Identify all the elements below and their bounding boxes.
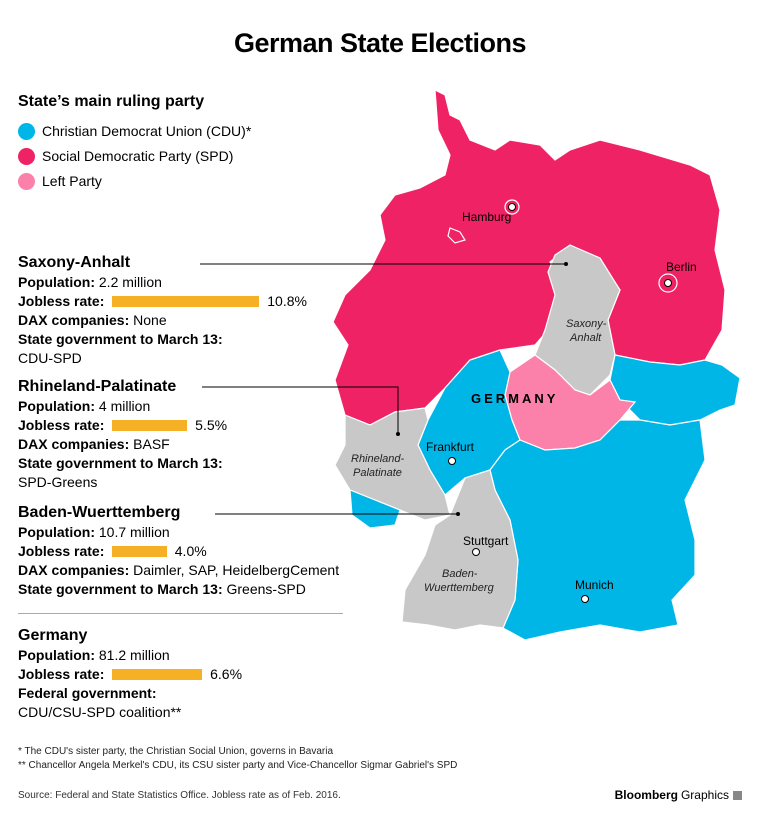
hamburg-marker [508, 203, 516, 211]
gov-value: CDU-SPD [18, 350, 82, 366]
footnote-2: ** Chancellor Angela Merkel's CDU, its C… [18, 760, 458, 771]
brand-light: Graphics [680, 788, 729, 802]
source-note: Source: Federal and State Statistics Off… [18, 790, 341, 801]
gov-value: CDU/CSU-SPD coalition** [18, 704, 182, 720]
population-value: 10.7 million [98, 524, 170, 540]
state-name: Baden-Wuerttemberg [18, 504, 181, 521]
jobless-value: 10.8% [267, 293, 307, 309]
leader-saxony-anhalt-dot [564, 262, 568, 266]
stuttgart-marker [472, 548, 480, 556]
leader-baden-wuerttemberg-dot [456, 512, 460, 516]
gov-value: Greens-SPD [226, 581, 306, 597]
jobless-label: Jobless rate: [18, 417, 105, 433]
country-label: GERMANY [471, 391, 558, 406]
frankfurt-marker [448, 457, 456, 465]
city-label-berlin: Berlin [666, 260, 697, 274]
baden-wuerttemberg-shape [401, 469, 519, 631]
jobless-value: 5.5% [195, 417, 228, 433]
legend-item-spd: Social Democratic Party (SPD) [18, 146, 233, 166]
legend-label-spd: Social Democratic Party (SPD) [42, 148, 234, 164]
footnote-1: * The CDU's sister party, the Christian … [18, 746, 334, 757]
state-label-rhineland-2: Palatinate [353, 467, 402, 479]
state-label-baden-1: Baden- [442, 568, 478, 580]
state-block-baden-wuerttemberg: Baden-Wuerttemberg Population: 10.7 mill… [18, 503, 339, 599]
population-value: 2.2 million [98, 274, 162, 290]
jobless-value: 6.6% [210, 666, 243, 682]
population-label: Population: [18, 274, 95, 290]
brand-logo: Bloomberg Graphics [615, 788, 742, 802]
saarland-shape [349, 489, 401, 529]
dax-value: BASF [133, 436, 170, 452]
brand-square-icon [733, 790, 742, 800]
jobless-label: Jobless rate: [18, 293, 105, 309]
saxony-shape [609, 354, 741, 426]
population-label: Population: [18, 524, 95, 540]
state-label-baden-2: Wuerttemberg [424, 582, 495, 594]
legend-item-left: Left Party [18, 171, 102, 191]
spd-swatch [18, 147, 35, 165]
state-label-rhineland-1: Rhineland- [351, 453, 405, 465]
dax-label: DAX companies: [18, 562, 130, 578]
jobless-bar [112, 546, 167, 557]
gov-label: State government to March 13: [18, 455, 223, 471]
population-label: Population: [18, 647, 95, 663]
jobless-bar [112, 669, 203, 680]
jobless-label: Jobless rate: [18, 543, 105, 559]
state-label-saxony-anhalt-2: Anhalt [569, 332, 602, 344]
left-swatch [18, 172, 35, 190]
legend-title: State’s main ruling party [18, 93, 205, 110]
munich-marker [581, 595, 589, 603]
city-label-hamburg: Hamburg [462, 210, 511, 224]
country-block-germany: Germany Population: 81.2 million Jobless… [18, 626, 242, 722]
page-title: German State Elections [233, 28, 527, 58]
legend-label-left: Left Party [42, 173, 102, 189]
dax-value: None [133, 312, 167, 328]
country-name: Germany [18, 627, 88, 644]
population-value: 4 million [98, 398, 151, 414]
gov-label: State government to March 13: [18, 331, 223, 347]
city-label-munich: Munich [575, 578, 614, 592]
bavaria-shape [489, 419, 706, 641]
population-value: 81.2 million [98, 647, 170, 663]
dax-label: DAX companies: [18, 436, 130, 452]
leader-rhineland-palatinate [202, 386, 399, 434]
cdu-swatch [18, 122, 35, 140]
brand-bold: Bloomberg [614, 788, 678, 802]
jobless-bar [112, 296, 260, 307]
footnotes: * The CDU's sister party, the Christian … [18, 745, 457, 773]
legend-label-cdu: Christian Democrat Union (CDU)* [42, 123, 252, 139]
state-block-rhineland-palatinate: Rhineland-Palatinate Population: 4 milli… [18, 377, 227, 492]
city-label-frankfurt: Frankfurt [426, 440, 475, 454]
jobless-bar [112, 420, 188, 431]
jobless-label: Jobless rate: [18, 666, 105, 682]
population-label: Population: [18, 398, 95, 414]
bremen-outline [447, 227, 466, 244]
city-label-stuttgart: Stuttgart [463, 534, 509, 548]
jobless-value: 4.0% [174, 543, 207, 559]
leader-rhineland-palatinate-dot [396, 432, 400, 436]
state-name: Rhineland-Palatinate [18, 378, 177, 395]
berlin-marker [664, 279, 672, 287]
gov-value: SPD-Greens [18, 474, 98, 490]
gov-label: Federal government: [18, 685, 157, 701]
state-block-saxony-anhalt: Saxony-Anhalt Population: 2.2 million Jo… [18, 253, 307, 368]
dax-label: DAX companies: [18, 312, 130, 328]
rhineland-palatinate-shape [334, 407, 451, 521]
state-name: Saxony-Anhalt [18, 254, 131, 271]
dax-value: Daimler, SAP, HeidelbergCement [133, 562, 340, 578]
section-divider [18, 613, 343, 614]
gov-label: State government to March 13: [18, 581, 223, 597]
state-label-saxony-anhalt-1: Saxony- [566, 318, 607, 330]
legend-item-cdu: Christian Democrat Union (CDU)* [18, 121, 251, 141]
